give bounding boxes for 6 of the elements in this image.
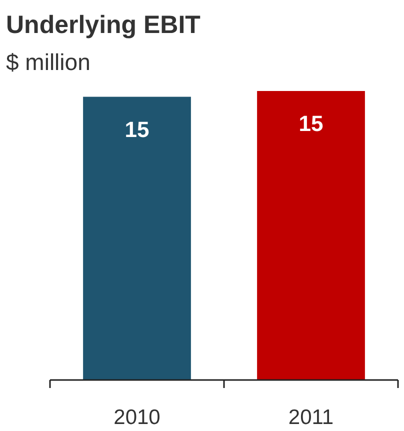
x-tick-label: 2011 <box>288 406 334 429</box>
chart-title: Underlying EBIT <box>6 11 200 39</box>
data-label: 15 <box>124 116 150 142</box>
x-tick-label: 2010 <box>114 406 160 429</box>
data-label: 15 <box>298 111 324 136</box>
chart-subtitle: $ million <box>6 49 90 75</box>
